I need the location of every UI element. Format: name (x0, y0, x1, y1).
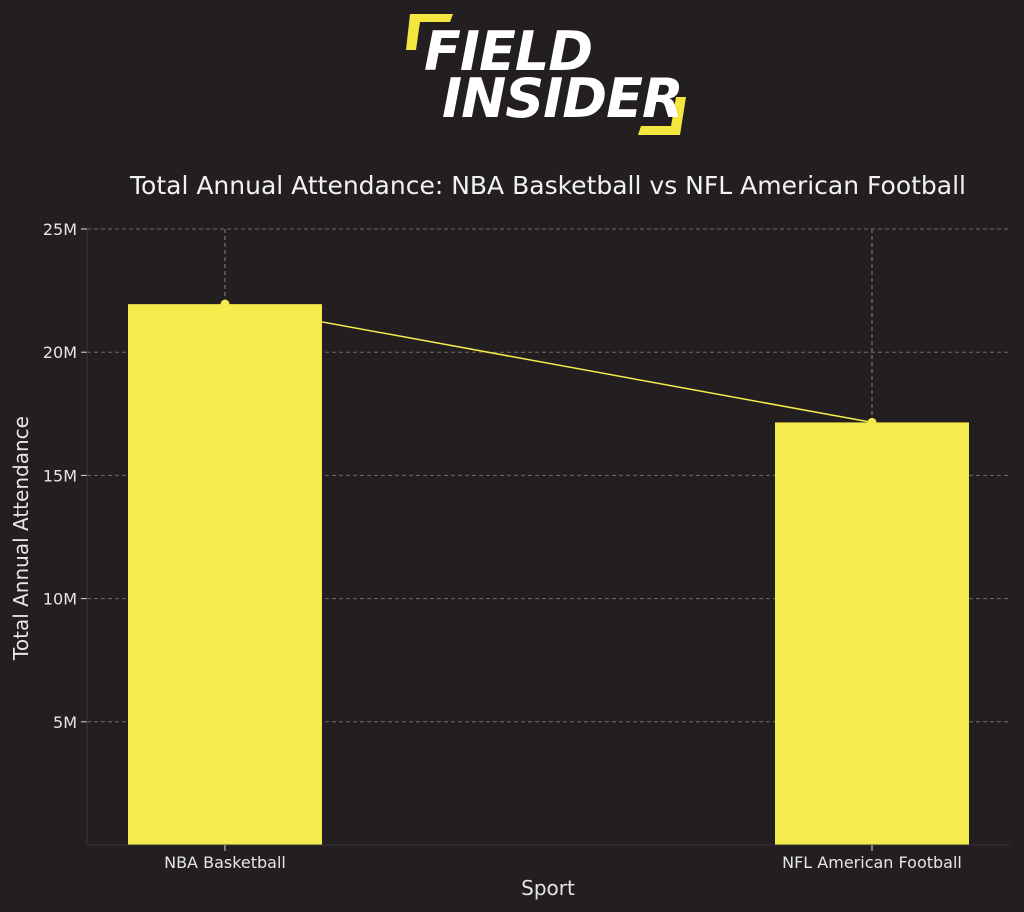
logo-bracket-bottom (638, 97, 686, 135)
y-tick-label: 5M (53, 713, 77, 732)
y-tick-label: 15M (43, 466, 77, 485)
overlay-line (224, 303, 873, 424)
bar (128, 304, 322, 846)
bar (775, 422, 969, 845)
logo-line-1: FIELD (424, 20, 592, 83)
line-marker (220, 299, 230, 309)
x-axis: NBA Basketball NFL American Football (87, 844, 1010, 872)
y-axis: 5M 10M 15M 20M 25M (43, 220, 88, 845)
y-tick-label: 20M (43, 343, 77, 362)
line-marker (867, 417, 877, 427)
y-tick-label: 25M (43, 220, 77, 239)
overlay-line-group (220, 299, 877, 427)
y-axis-label: Total Annual Attendance (9, 416, 33, 661)
brand-logo: FIELD INSIDER (406, 14, 686, 135)
logo-line-2: INSIDER (442, 67, 683, 130)
logo-bracket-top (406, 14, 453, 50)
bars (128, 229, 969, 846)
x-axis-label: Sport (521, 876, 575, 900)
x-tick-label: NBA Basketball (164, 853, 286, 872)
y-tick-label: 10M (43, 590, 77, 609)
chart-title: Total Annual Attendance: NBA Basketball … (129, 171, 966, 200)
x-tick-label: NFL American Football (782, 853, 962, 872)
